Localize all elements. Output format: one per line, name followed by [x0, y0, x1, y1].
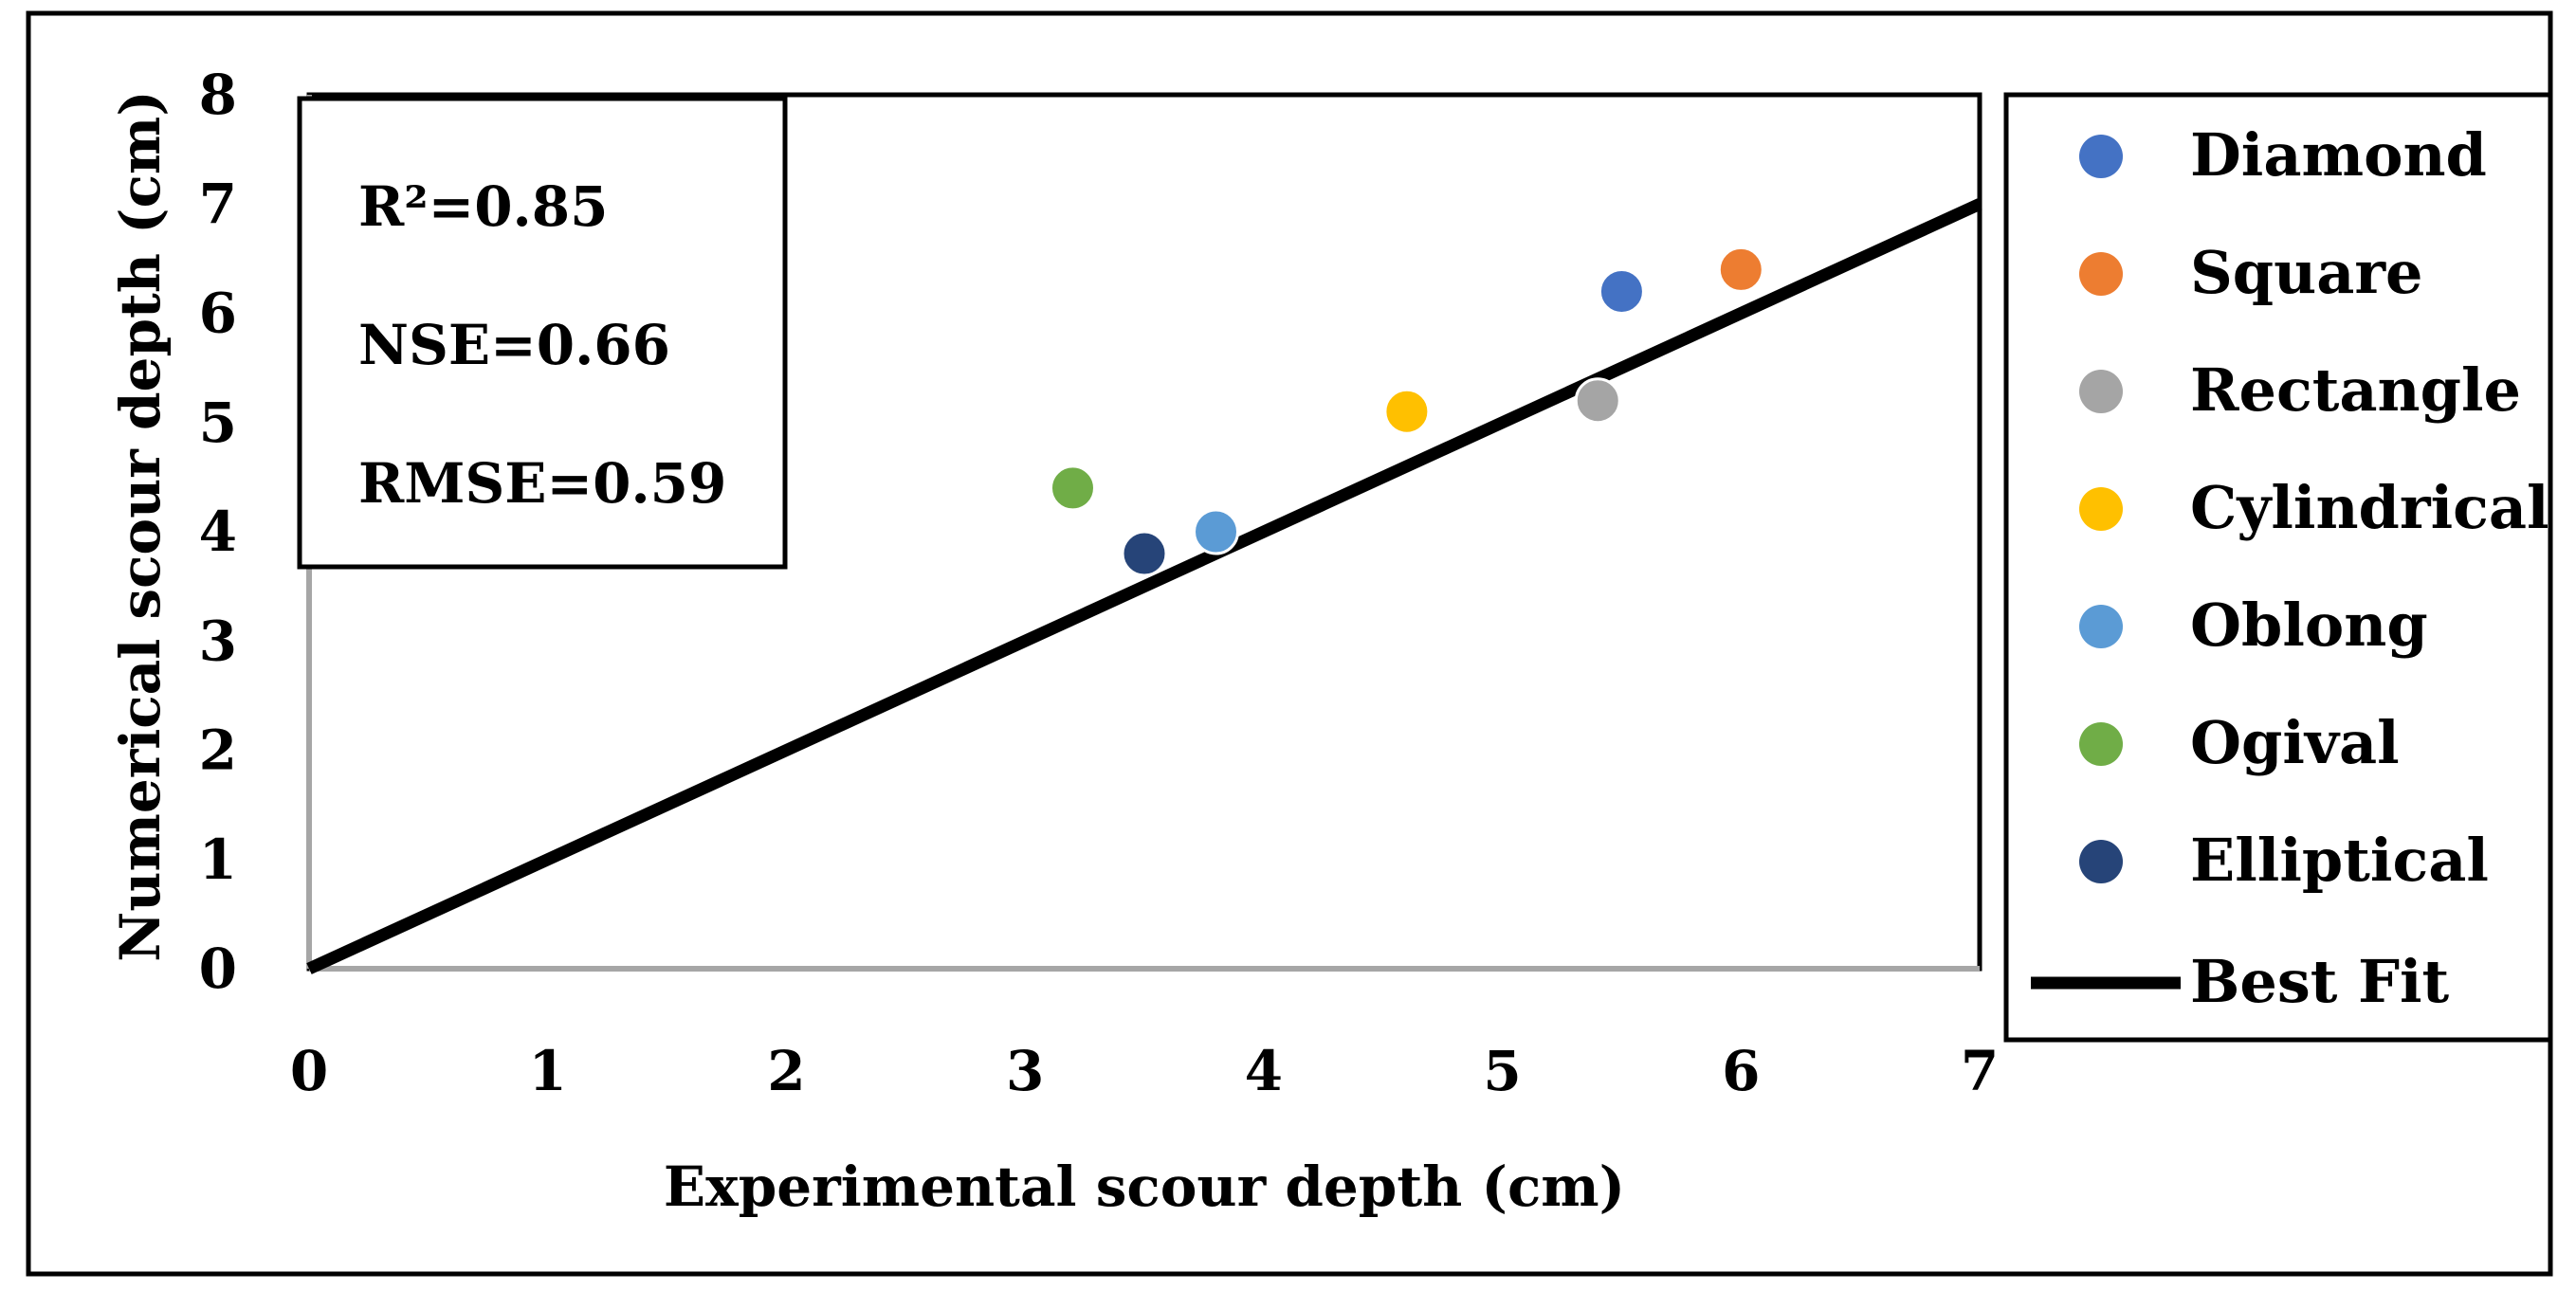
legend-marker-ogival — [2079, 722, 2123, 766]
x-tick-label: 3 — [1006, 1039, 1044, 1103]
point-ogival — [1049, 464, 1096, 512]
point-rectangle — [1574, 377, 1621, 425]
point-oblong — [1193, 508, 1240, 555]
legend-marker-rectangle — [2079, 370, 2123, 413]
y-tick-label: 7 — [199, 172, 237, 236]
y-tick-labels: 0 1 2 3 4 5 6 7 8 — [199, 63, 237, 1001]
point-square — [1717, 245, 1764, 293]
y-axis-title: Numerical scour depth (cm) — [108, 90, 173, 961]
y-tick-label: 2 — [199, 718, 237, 783]
point-elliptical — [1121, 530, 1168, 577]
y-tick-label: 4 — [199, 500, 237, 564]
x-tick-label: 0 — [290, 1039, 328, 1103]
x-tick-label: 6 — [1722, 1039, 1760, 1103]
x-tick-label: 2 — [767, 1039, 805, 1103]
legend-label-best-fit: Best Fit — [2190, 947, 2450, 1016]
y-tick-label: 1 — [199, 827, 237, 892]
stats-box — [297, 96, 788, 570]
stat-r2: R²=0.85 — [358, 174, 608, 239]
x-tick-labels: 0 1 2 3 4 5 6 7 — [290, 1039, 1999, 1103]
legend-marker-elliptical — [2079, 840, 2123, 883]
x-axis-title: Experimental scour depth (cm) — [664, 1154, 1625, 1219]
point-cylindrical — [1383, 388, 1431, 435]
legend-label-cylindrical: Cylindrical — [2190, 473, 2549, 542]
legend-marker-oblong — [2079, 605, 2123, 648]
legend-label-diamond: Diamond — [2190, 120, 2487, 190]
y-tick-label: 3 — [199, 609, 237, 673]
legend-marker-square — [2079, 252, 2123, 296]
stat-nse: NSE=0.66 — [358, 313, 670, 377]
legend: Diamond Square Rectangle Cylindrical Oblong O… — [2031, 120, 2549, 1016]
x-tick-label: 1 — [529, 1039, 567, 1103]
legend-box — [2003, 92, 2553, 1043]
legend-label-ogival: Ogival — [2190, 708, 2400, 777]
stat-rmse: RMSE=0.59 — [358, 451, 726, 516]
legend-label-oblong: Oblong — [2190, 591, 2428, 660]
point-diamond — [1598, 267, 1645, 315]
data-points — [1049, 245, 1764, 577]
y-tick-label: 6 — [199, 282, 237, 346]
legend-marker-cylindrical — [2079, 487, 2123, 531]
legend-label-elliptical: Elliptical — [2190, 826, 2489, 895]
y-tick-label: 5 — [199, 391, 237, 455]
legend-label-square: Square — [2190, 238, 2423, 307]
x-tick-label: 7 — [1961, 1039, 1999, 1103]
y-tick-label: 0 — [199, 936, 237, 1001]
y-tick-label: 8 — [199, 63, 237, 127]
legend-marker-diamond — [2079, 135, 2123, 178]
x-tick-label: 4 — [1245, 1039, 1283, 1103]
best-fit-line — [306, 198, 1982, 974]
legend-label-rectangle: Rectangle — [2190, 355, 2521, 425]
x-tick-label: 5 — [1483, 1039, 1521, 1103]
